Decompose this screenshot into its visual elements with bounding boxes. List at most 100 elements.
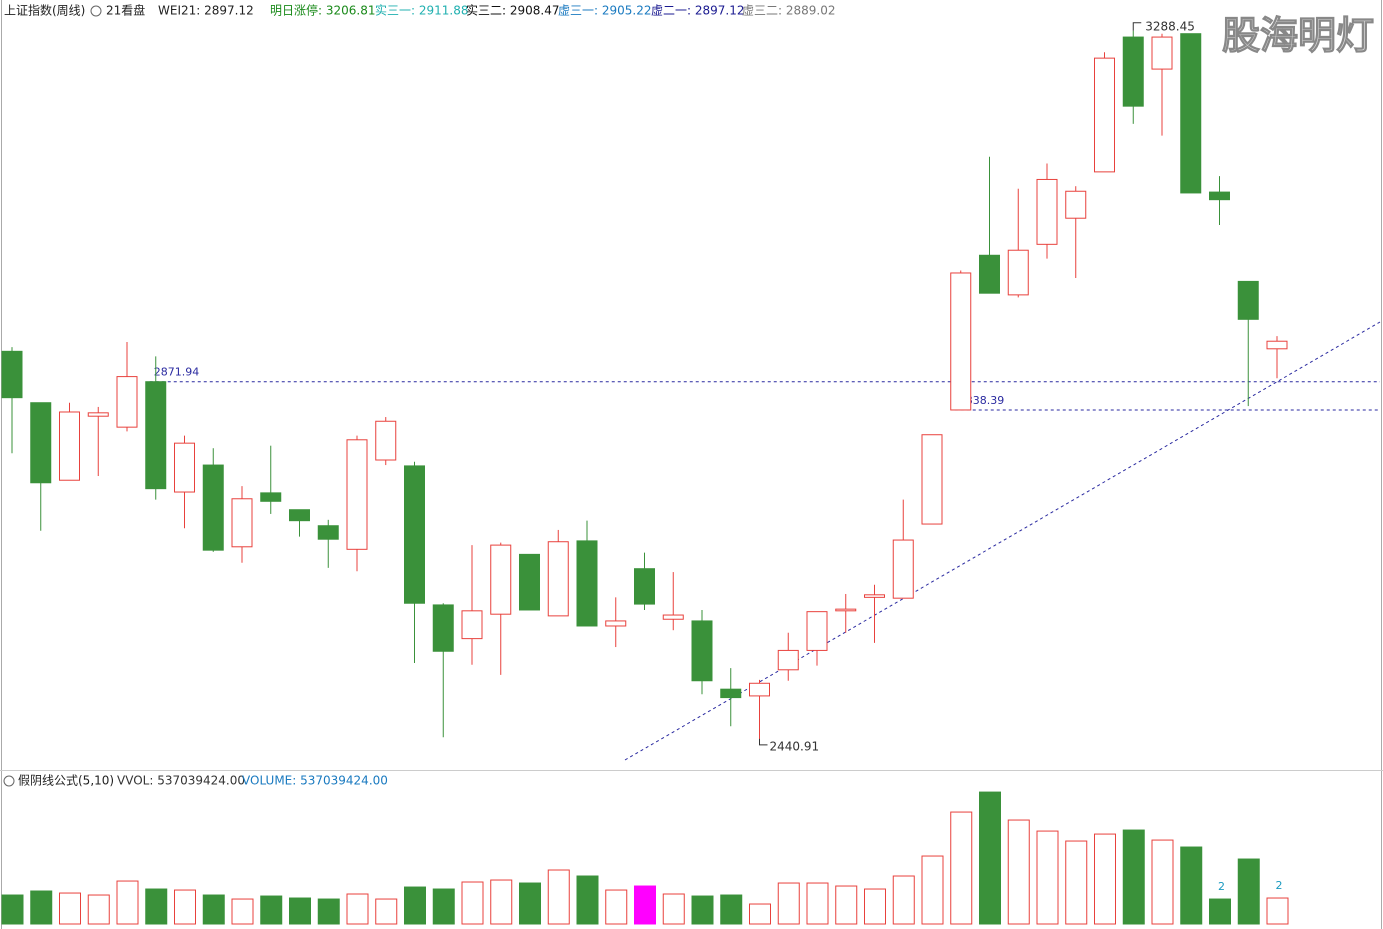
volume-bar: [1151, 839, 1174, 925]
volume-bar: [662, 893, 685, 925]
volume-bar: [30, 890, 53, 925]
volume-bar: [1237, 858, 1260, 925]
candle-body: [950, 272, 972, 411]
volume-bar: [461, 881, 484, 925]
volume-bar: [1209, 898, 1231, 925]
candle-body: [404, 465, 425, 604]
candle-body: [346, 439, 368, 550]
volume-bar: [634, 885, 656, 925]
volume-bar: [921, 855, 944, 925]
volume-bar: [231, 898, 254, 925]
menu-icon[interactable]: [3, 775, 15, 787]
candle-body: [1065, 190, 1087, 219]
header: 上证指数(周线) 21看盘 WEI21: 2897.12 明日涨停: 3206.…: [4, 3, 835, 18]
signal-label: 2: [1218, 880, 1225, 893]
candle-body: [921, 434, 943, 525]
high-label: 3288.45: [1145, 19, 1195, 33]
candle-body: [806, 611, 828, 651]
candle-body: [289, 509, 310, 522]
volume-bar: [1122, 829, 1145, 925]
candle-body: [174, 442, 195, 493]
high-pointer: [1132, 22, 1142, 31]
menu-icon[interactable]: [90, 5, 102, 17]
candle-body: [864, 594, 885, 598]
volume-bar: [864, 888, 886, 925]
volume-bar: [260, 895, 283, 925]
candle-body: [116, 376, 138, 428]
volume-bar: [317, 898, 340, 925]
volume-bar: [835, 885, 858, 925]
volume-bar: [1094, 833, 1116, 925]
level-label: 2871.94: [154, 366, 200, 379]
candle-body: [720, 688, 742, 699]
candle-body: [87, 412, 109, 417]
volume-bar: [547, 869, 570, 925]
candle-body: [1007, 249, 1029, 296]
watermark: 股海明灯: [1222, 14, 1374, 58]
header-item: 实三一: 2911.88: [375, 3, 468, 18]
low-label: 2440.91: [770, 739, 820, 753]
candle-body: [892, 539, 914, 599]
candle-body: [691, 620, 713, 682]
volume-bar: [749, 903, 771, 925]
low-pointer: [759, 738, 768, 746]
candle-body: [547, 541, 569, 617]
volume-bar: [59, 892, 81, 925]
candle-body: [375, 420, 397, 461]
volume-bar: [289, 897, 311, 925]
candle-body: [145, 381, 167, 490]
candle-body: [1266, 340, 1288, 350]
volume-subtitle: VOLUME: 537039424.00: [242, 774, 388, 788]
candle-body: [1036, 178, 1058, 245]
header-item: 虚三一: 2905.22: [558, 4, 651, 18]
volume-bar: [1, 894, 24, 925]
volume-bar: [1007, 819, 1030, 925]
candle-body: [1, 350, 23, 399]
candle-body: [231, 498, 253, 548]
volume-header: 假阴线公式(5,10) VVOL: 537039424.00 VOLUME: 5…: [3, 774, 388, 788]
candle-body: [777, 649, 799, 671]
volume-title: 假阴线公式(5,10): [18, 774, 114, 788]
volume-bar: [519, 882, 541, 925]
candle-body: [979, 254, 1000, 294]
candle-body: [432, 604, 454, 652]
volume-bar: [892, 875, 915, 925]
volume-bar: [777, 882, 800, 925]
volume-bar: [691, 895, 714, 925]
candle-body: [59, 411, 80, 481]
volume-bar: [1065, 840, 1088, 925]
volume-bar: [576, 875, 599, 925]
volume-bar: [432, 888, 455, 925]
candle-body: [202, 464, 224, 551]
volume-bar: [202, 894, 225, 925]
candle-body: [1122, 36, 1144, 107]
candle-body: [317, 525, 339, 540]
volume-bar: [1266, 897, 1289, 925]
candle-body: [1151, 36, 1173, 70]
candle-body: [576, 540, 598, 627]
volume-bar: [806, 882, 829, 925]
candle-body: [1237, 280, 1259, 320]
candle-body: [1209, 191, 1230, 201]
volume-bar: [1180, 846, 1203, 925]
candle-body: [490, 544, 512, 615]
index-title: 上证指数(周线): [4, 3, 85, 18]
header-item: 虚三二: 2889.02: [742, 4, 835, 18]
volume-bar: [346, 893, 369, 925]
volume-bar: [375, 898, 398, 925]
volume-bar: [490, 879, 513, 925]
header-item: 明日涨停: 3206.81: [270, 3, 375, 18]
candle-body: [30, 402, 52, 484]
header-item: 实三二: 2908.47: [466, 3, 559, 18]
volume-bar: [720, 894, 743, 925]
candle-body: [634, 568, 655, 605]
volume-bar: [174, 889, 196, 925]
header-item: WEI21: 2897.12: [158, 4, 254, 18]
volume-bar: [605, 889, 628, 925]
candle-body: [519, 553, 540, 611]
volume-bar: [404, 886, 426, 925]
candle-body: [260, 492, 282, 502]
signal-label: 2: [1276, 879, 1283, 892]
